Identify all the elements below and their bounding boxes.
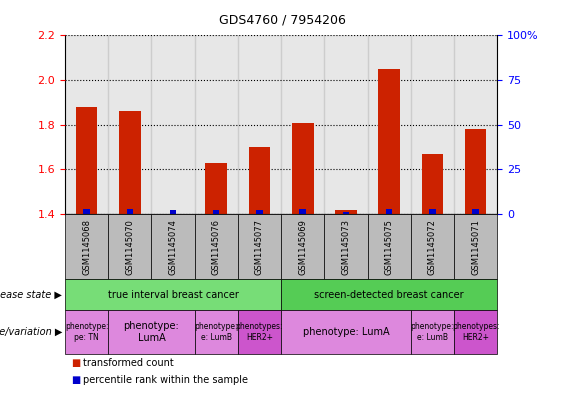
Text: GSM1145073: GSM1145073 — [341, 219, 350, 275]
Bar — [127, 209, 133, 214]
Bar — [324, 35, 368, 214]
Bar — [238, 35, 281, 214]
Text: transformed count: transformed count — [83, 358, 174, 367]
Bar — [472, 209, 479, 214]
Bar — [108, 35, 151, 214]
Text: phenotype: LumA: phenotype: LumA — [303, 327, 389, 337]
Bar — [335, 210, 357, 214]
Text: GSM1145070: GSM1145070 — [125, 219, 134, 275]
Bar — [194, 35, 238, 214]
Text: ■: ■ — [71, 375, 80, 385]
Bar — [76, 107, 97, 214]
Bar — [465, 129, 486, 214]
Text: phenotype:
LumA: phenotype: LumA — [124, 321, 179, 343]
Text: GSM1145075: GSM1145075 — [385, 219, 394, 275]
Bar — [343, 211, 349, 214]
Text: disease state ▶: disease state ▶ — [0, 290, 62, 300]
Text: phenotype:
e: LumB: phenotype: e: LumB — [194, 322, 238, 342]
Text: GSM1145071: GSM1145071 — [471, 219, 480, 275]
Text: GSM1145068: GSM1145068 — [82, 219, 91, 275]
Text: phenotypes:
HER2+: phenotypes: HER2+ — [236, 322, 283, 342]
Bar — [84, 209, 90, 214]
Bar — [454, 35, 497, 214]
Bar — [367, 35, 411, 214]
Bar — [411, 35, 454, 214]
Bar — [292, 123, 314, 214]
Bar — [151, 35, 194, 214]
Text: GSM1145069: GSM1145069 — [298, 219, 307, 275]
Text: genotype/variation ▶: genotype/variation ▶ — [0, 327, 62, 337]
Text: screen-detected breast cancer: screen-detected breast cancer — [314, 290, 464, 300]
Text: phenotypes:
HER2+: phenotypes: HER2+ — [452, 322, 499, 342]
Text: GSM1145076: GSM1145076 — [212, 219, 221, 275]
Bar — [386, 209, 392, 214]
Bar — [206, 163, 227, 214]
Text: phenotype:
pe: TN: phenotype: pe: TN — [65, 322, 108, 342]
Text: percentile rank within the sample: percentile rank within the sample — [83, 375, 248, 385]
Bar — [119, 111, 141, 214]
Bar — [249, 147, 270, 214]
Text: GSM1145077: GSM1145077 — [255, 219, 264, 275]
Bar — [299, 209, 306, 214]
Text: GSM1145074: GSM1145074 — [168, 219, 177, 275]
Text: GSM1145072: GSM1145072 — [428, 219, 437, 275]
Bar — [213, 210, 219, 214]
Bar — [421, 154, 443, 214]
Bar — [170, 210, 176, 214]
Text: true interval breast cancer: true interval breast cancer — [107, 290, 238, 300]
Bar — [257, 210, 263, 214]
Text: ■: ■ — [71, 358, 80, 367]
Text: phenotype:
e: LumB: phenotype: e: LumB — [411, 322, 454, 342]
Bar — [429, 209, 436, 214]
Bar — [65, 35, 108, 214]
Bar — [379, 69, 400, 214]
Bar — [281, 35, 324, 214]
Text: GDS4760 / 7954206: GDS4760 / 7954206 — [219, 14, 346, 27]
